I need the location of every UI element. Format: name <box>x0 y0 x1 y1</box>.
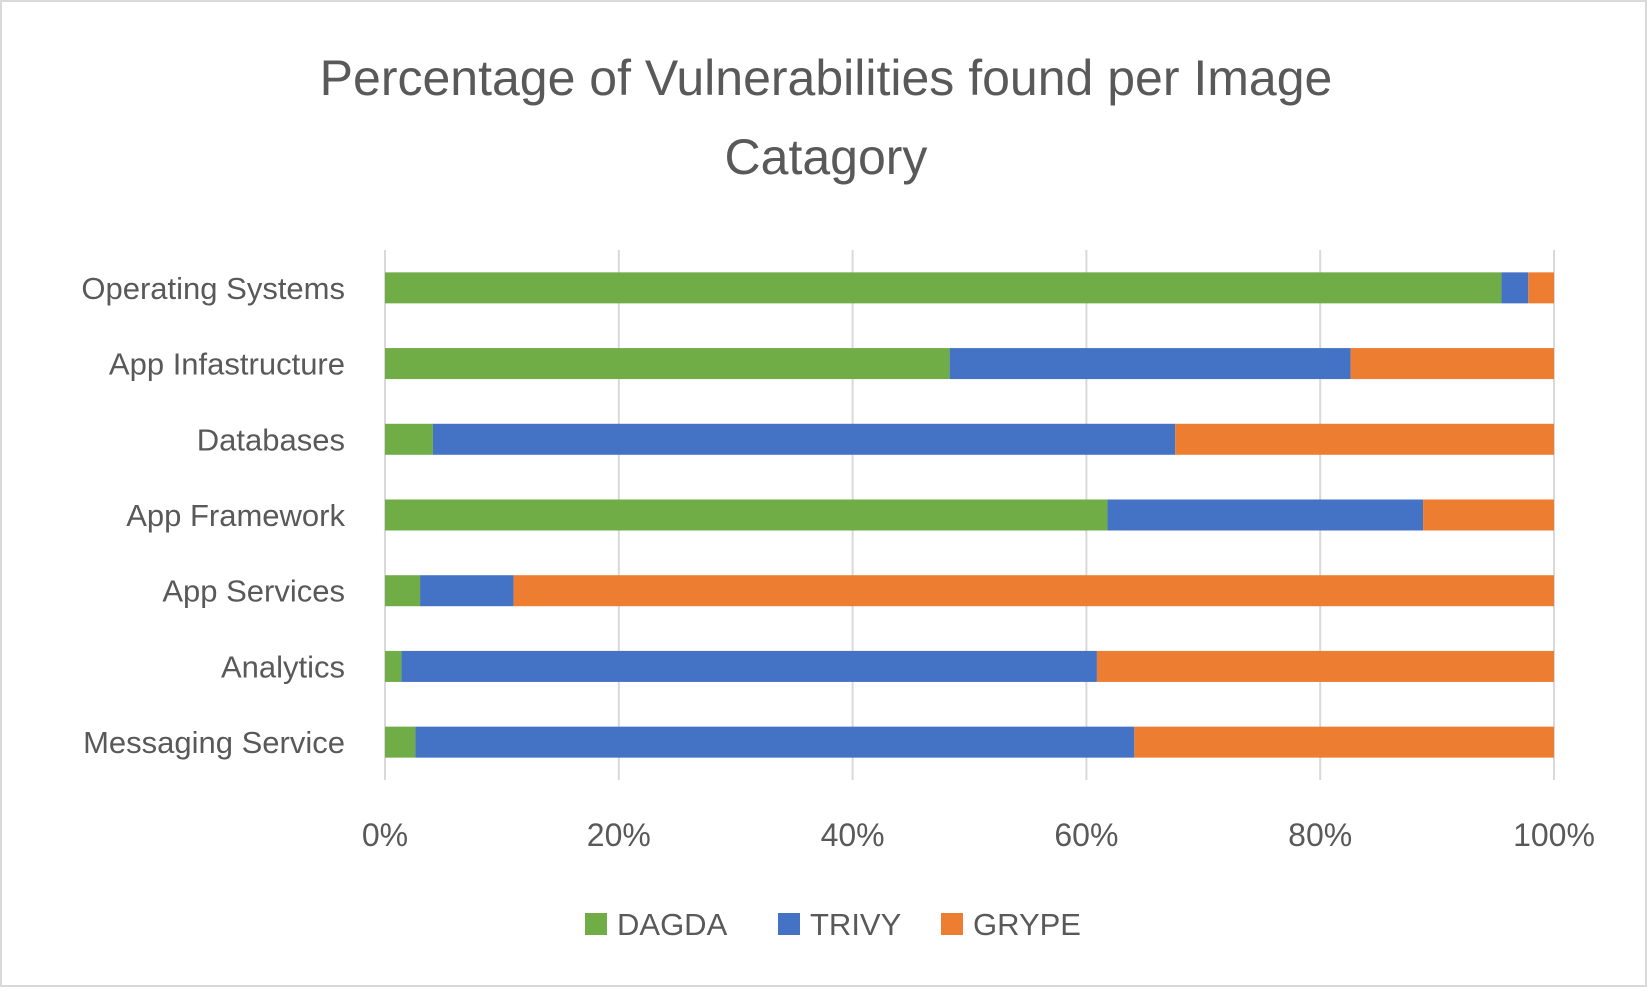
bar-grype <box>1350 348 1554 380</box>
bar-trivy <box>1107 499 1424 531</box>
x-tick-label: 40% <box>821 817 885 853</box>
category-label: Operating Systems <box>81 271 345 306</box>
bar-trivy <box>949 348 1351 380</box>
category-label: Messaging Service <box>83 725 345 760</box>
legend-swatch-trivy <box>778 913 800 935</box>
bar-grype <box>1134 726 1554 758</box>
x-tick-label: 20% <box>587 817 651 853</box>
legend-swatch-grype <box>941 913 963 935</box>
category-label: App Services <box>162 574 345 609</box>
bar-grype <box>513 575 1554 607</box>
chart-title-line-2: Catagory <box>725 129 928 185</box>
category-labels: Operating Systems App Infastructure Databa… <box>81 271 345 760</box>
bar-dagda <box>385 272 1502 304</box>
legend-swatch-dagda <box>585 913 607 935</box>
bar-dagda <box>385 650 402 682</box>
legend-label: GRYPE <box>973 907 1081 942</box>
legend-label: DAGDA <box>617 907 728 942</box>
chart-title: Percentage of Vulnerabilities found per … <box>320 50 1333 185</box>
bar-trivy <box>415 726 1135 758</box>
bar-trivy <box>420 575 514 607</box>
bar-dagda <box>385 499 1108 531</box>
bar-trivy <box>432 423 1176 455</box>
bar-trivy <box>401 650 1097 682</box>
category-label: Analytics <box>221 649 345 684</box>
category-label: App Framework <box>126 498 345 533</box>
bar-trivy <box>1501 272 1529 304</box>
bar-grype <box>1528 272 1554 304</box>
bar-dagda <box>385 423 433 455</box>
x-tick-label: 100% <box>1513 817 1595 853</box>
category-label: Databases <box>197 422 345 457</box>
bar-grype <box>1423 499 1554 531</box>
x-tick-label: 80% <box>1288 817 1352 853</box>
bar-dagda <box>385 726 416 758</box>
bar-grype <box>1175 423 1554 455</box>
x-tick-label: 0% <box>362 817 408 853</box>
category-label: App Infastructure <box>109 347 345 382</box>
x-tick-label: 60% <box>1054 817 1118 853</box>
chart-title-line-1: Percentage of Vulnerabilities found per … <box>320 50 1333 106</box>
legend: DAGDA TRIVY GRYPE <box>585 907 1081 942</box>
bar-dagda <box>385 348 950 380</box>
bar-dagda <box>385 575 421 607</box>
legend-label: TRIVY <box>810 907 901 942</box>
bars <box>385 272 1554 758</box>
bar-grype <box>1096 650 1554 682</box>
x-tick-labels: 0% 20% 40% 60% 80% 100% <box>362 817 1595 853</box>
